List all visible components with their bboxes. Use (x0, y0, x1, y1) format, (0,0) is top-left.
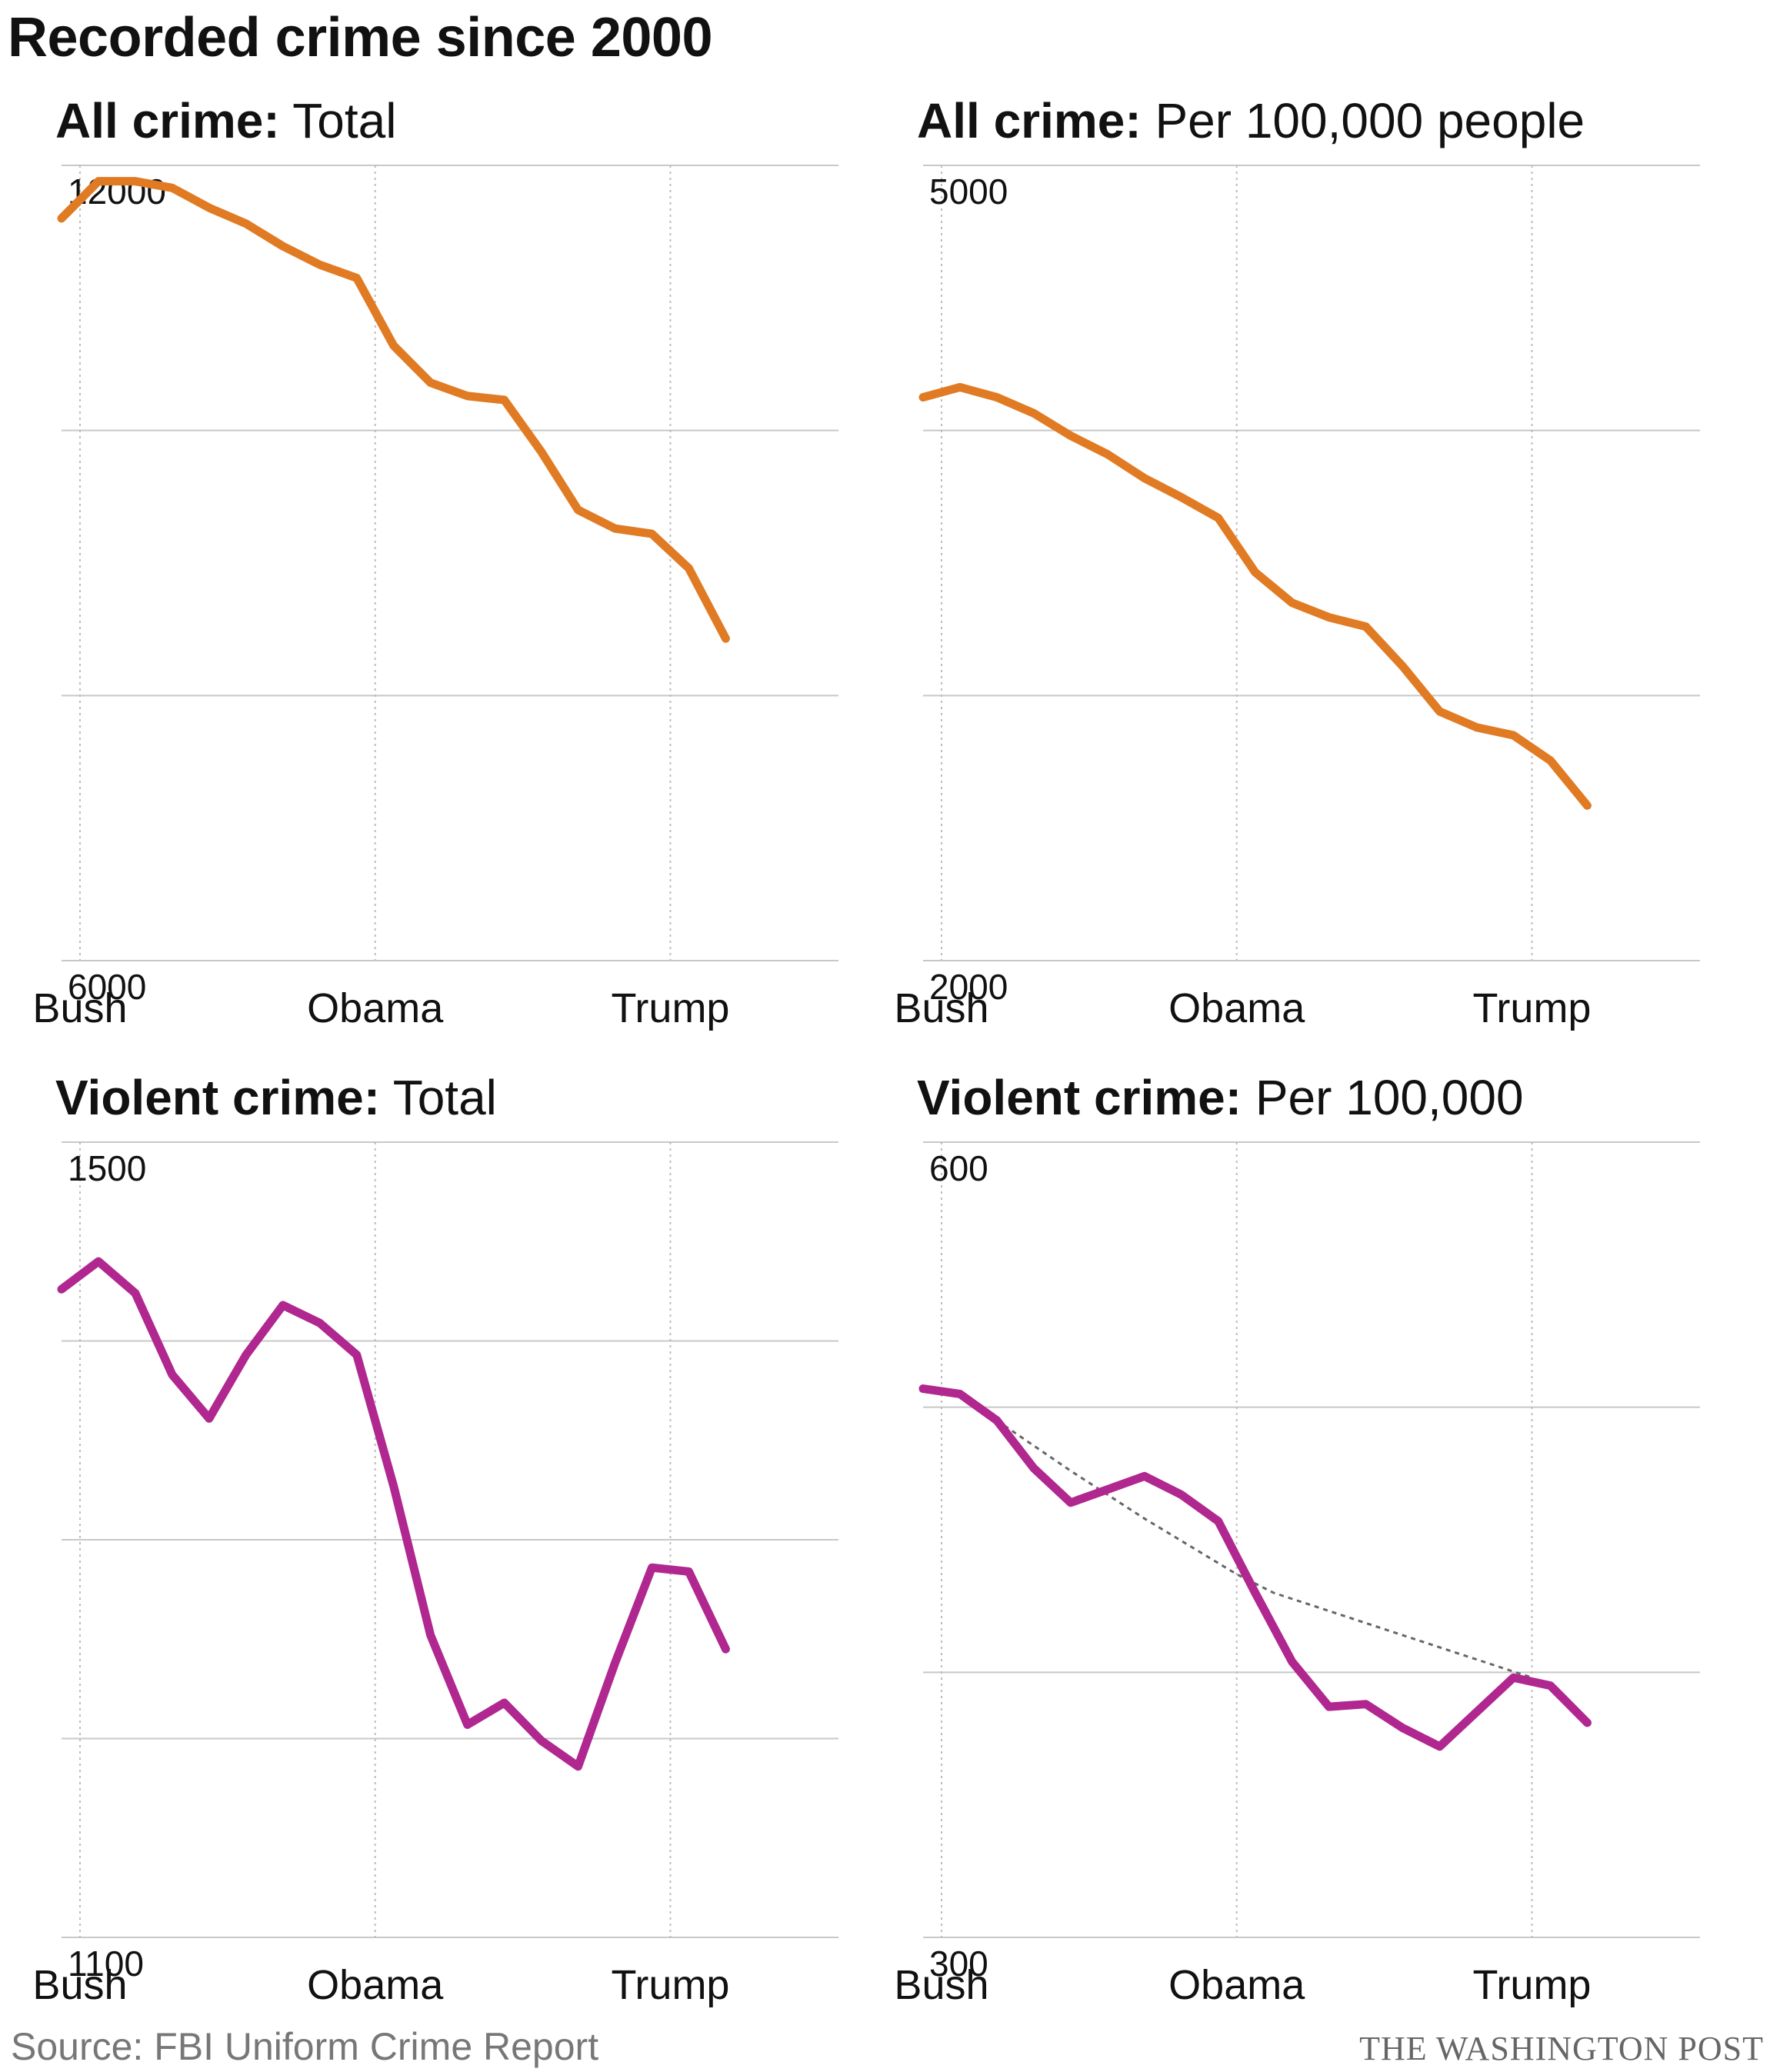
y-tick-label: 300 (929, 1944, 988, 1984)
chart-title: Violent crime: Total (55, 1069, 497, 1126)
chart-title-bold: All crime: (55, 93, 280, 148)
y-tick-label: 6000 (68, 967, 146, 1007)
trend-line (996, 1419, 1532, 1679)
chart-title-bold: Violent crime: (917, 1070, 1242, 1125)
x-label: Obama (307, 985, 444, 1031)
y-tick-label: 1500 (68, 1148, 146, 1188)
chart-title-rest: Total (279, 93, 397, 148)
x-label: Obama (1168, 1962, 1305, 2008)
chart-title-bold: All crime: (917, 93, 1142, 148)
y-tick-label: 600 (929, 1148, 988, 1188)
series-line (57, 177, 730, 643)
chart-title-rest: Total (380, 1070, 497, 1125)
x-label: Bush (32, 985, 127, 1031)
x-label: Obama (307, 1962, 444, 2008)
series-line (57, 1257, 730, 1771)
chart-title-rest: Per 100,000 people (1141, 93, 1585, 148)
x-label: Trump (611, 985, 729, 1031)
y-tick-label: 2000 (929, 967, 1008, 1007)
chart-title: Violent crime: Per 100,000 (917, 1069, 1524, 1126)
x-label: Trump (1472, 1962, 1591, 2008)
source-note: Source: FBI Uniform Crime Report (11, 2025, 599, 2068)
x-label: Bush (894, 985, 988, 1031)
chart-title-bold: Violent crime: (55, 1070, 381, 1125)
chart-title: All crime: Total (55, 92, 396, 149)
x-label: Bush (894, 1962, 988, 2008)
x-label: Obama (1168, 985, 1305, 1031)
line-chart: 2000 5000 Bush Obama Trump (894, 165, 1700, 1031)
y-tick-label: 5000 (929, 172, 1008, 212)
line-chart: 300 600 Bush Obama Trump (894, 1141, 1700, 2008)
x-label: Trump (611, 1962, 729, 2008)
panel-violent-crime-per-capita: Violent crime: Per 100,000 300 600 Bush Oba… (862, 1069, 1700, 2015)
chart-title-rest: Per 100,000 (1242, 1070, 1524, 1125)
panel-all-crime-total: All crime: Total 6000 12000 Bush Obama Trump (0, 92, 838, 1038)
series-line (918, 382, 1592, 810)
y-tick-label: 1100 (68, 1944, 144, 1984)
x-label: Bush (32, 1962, 127, 2008)
chart-title: All crime: Per 100,000 people (917, 92, 1585, 149)
page-title: Recorded crime since 2000 (8, 7, 713, 68)
publisher-credit: THE WASHINGTON POST (1359, 2030, 1764, 2067)
panel-all-crime-per-capita: All crime: Per 100,000 people 2000 5000 Bu… (862, 92, 1700, 1038)
panel-violent-crime-total: Violent crime: Total 1100 1500 Bush Obama Tr… (0, 1069, 838, 2015)
x-label: Trump (1472, 985, 1591, 1031)
series-line (918, 1384, 1592, 1751)
line-chart: 1100 1500 Bush Obama Trump (32, 1141, 838, 2008)
